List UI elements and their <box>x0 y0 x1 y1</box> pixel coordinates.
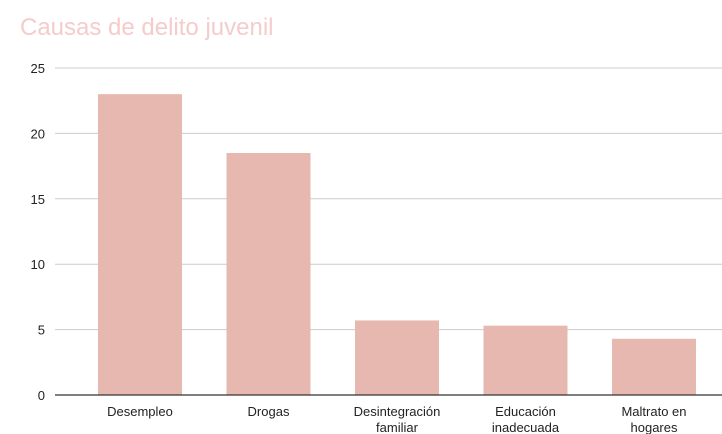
y-tick-label: 25 <box>31 61 45 76</box>
x-category-label: Educación <box>495 404 556 419</box>
x-category-label: hogares <box>631 420 678 434</box>
y-tick-label: 20 <box>31 126 45 141</box>
x-category-label: Desintegración <box>354 404 441 419</box>
bars <box>98 94 696 395</box>
x-category-label: familiar <box>376 420 419 434</box>
y-tick-label: 10 <box>31 257 45 272</box>
y-tick-label: 15 <box>31 192 45 207</box>
x-category-label: Maltrato en <box>621 404 686 419</box>
chart-title: Causas de delito juvenil <box>20 14 274 41</box>
y-axis-ticks: 0 5 10 15 20 25 <box>31 61 45 403</box>
bar <box>483 325 568 395</box>
bar <box>226 153 311 395</box>
bar <box>98 94 182 395</box>
x-category-label: Drogas <box>248 404 290 419</box>
y-tick-label: 5 <box>38 323 45 338</box>
y-tick-label: 0 <box>38 388 45 403</box>
bar <box>612 338 696 395</box>
bar <box>355 320 439 395</box>
x-category-label: Desempleo <box>107 404 173 419</box>
x-category-label: inadecuada <box>492 420 560 434</box>
